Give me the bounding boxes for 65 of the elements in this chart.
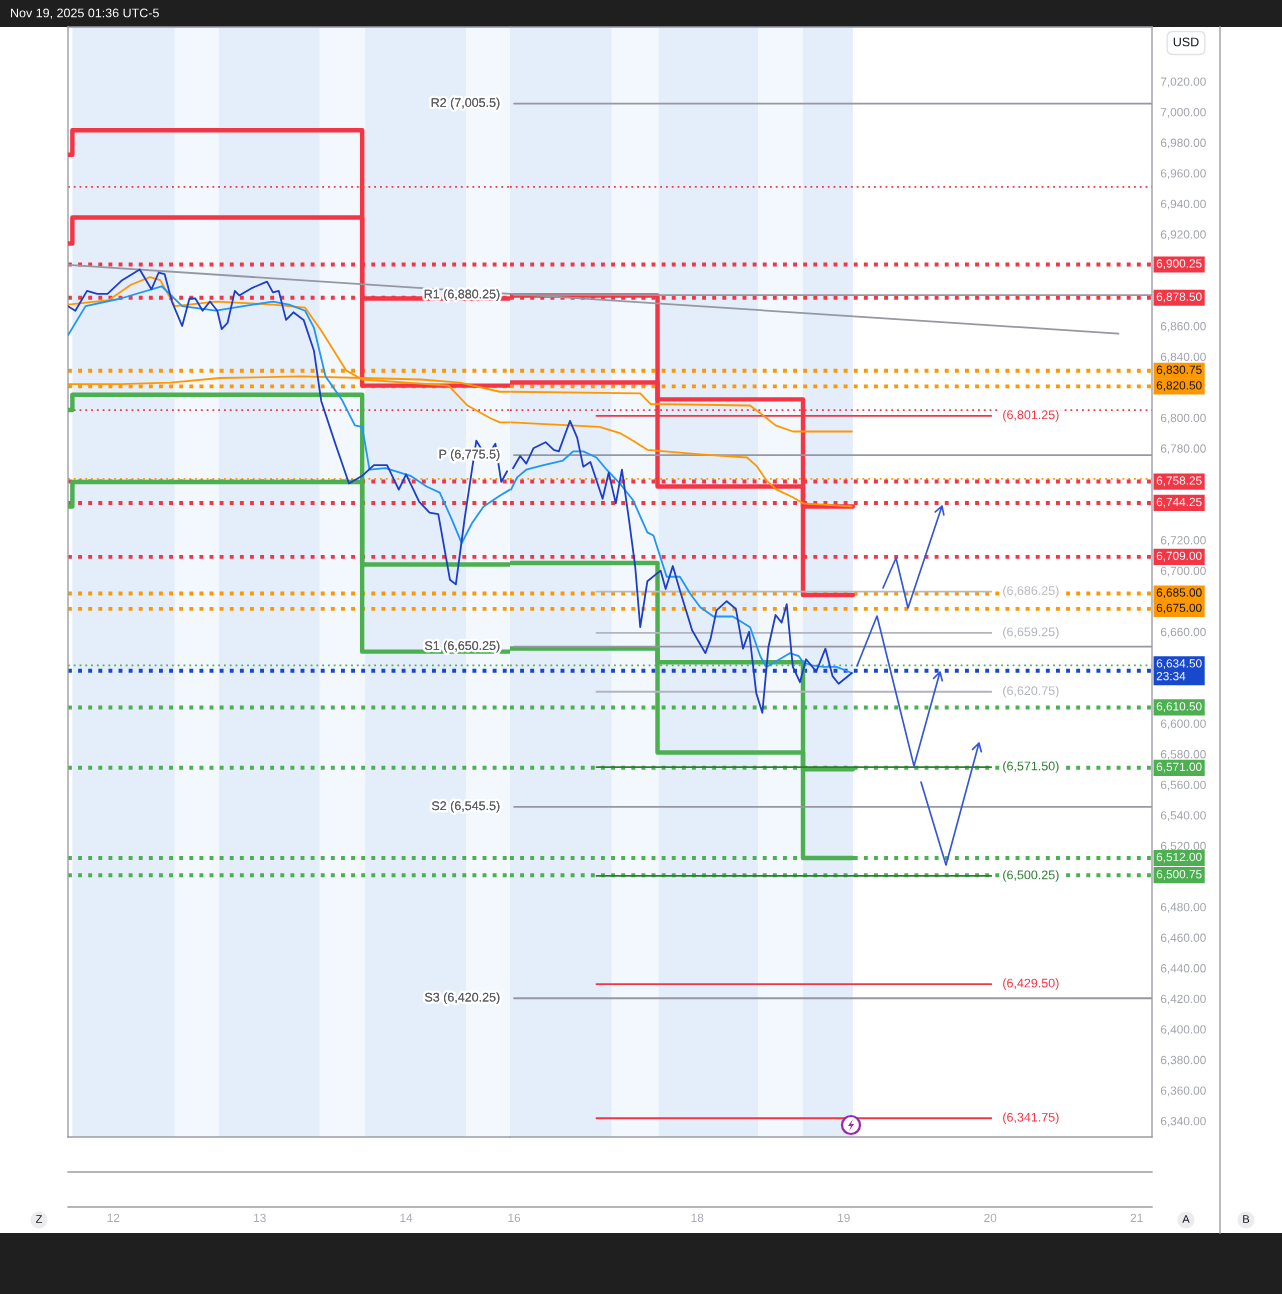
y-tick-label: 6,660.00	[1160, 627, 1206, 638]
x-tick-label: 18	[691, 1213, 704, 1223]
y-tick-label: 6,720.00	[1160, 536, 1206, 546]
y-tick-label: 6,920.00	[1160, 230, 1206, 241]
x-tick-label: 21	[1130, 1213, 1143, 1222]
y-tick-label: 7,020.00	[1160, 77, 1206, 88]
ref-line-label: 6,830.75	[1156, 365, 1202, 376]
x-tick-label: 19	[838, 1213, 850, 1223]
y-tick-label: 6,440.00	[1160, 964, 1206, 974]
x-tick-label: 20	[984, 1213, 997, 1223]
y-tick-label: 6,980.00	[1160, 138, 1206, 149]
y-tick-label: 6,400.00	[1160, 1025, 1206, 1036]
text: Nov 19, 2025 01:36 UTC-5	[11, 8, 159, 19]
y-tick-label: 6,380.00	[1160, 1055, 1206, 1066]
series-label: S3 (6,420.25)	[425, 992, 500, 1005]
y-axis-title: USD	[1173, 37, 1199, 47]
ref-line-label: 6,512.00	[1156, 852, 1202, 863]
y-tick-label: 7,000.00	[1160, 108, 1206, 118]
ref-line-label: 6,610.50	[1156, 702, 1202, 712]
y-tick-label: 6,840.00	[1160, 352, 1206, 363]
series-label: (6,429.50)	[1003, 978, 1059, 990]
series-label: (6,659.25)	[1003, 627, 1059, 639]
series-label: (6,571.50)	[1003, 761, 1059, 773]
y-tick-label: 6,460.00	[1160, 933, 1206, 944]
y-tick-label: 6,800.00	[1160, 413, 1206, 424]
ref-line-label: 6,500.75	[1156, 870, 1202, 880]
y-tick-label: 6,580.00	[1160, 750, 1206, 760]
series-label: (6,801.25)	[1003, 410, 1059, 422]
text: A	[1182, 1215, 1190, 1223]
text: Z	[35, 1215, 43, 1223]
y-tick-label: 6,540.00	[1160, 811, 1206, 821]
ref-line-label: 6,634.50 23:34	[1156, 659, 1202, 681]
y-tick-label: 6,560.00	[1160, 780, 1206, 791]
y-tick-label: 6,600.00	[1160, 719, 1206, 730]
x-tick-label: 12	[107, 1213, 120, 1222]
series-label: S1 (6,650.25)	[425, 640, 500, 653]
x-tick-label: 13	[254, 1213, 266, 1223]
y-tick-label: 6,960.00	[1160, 169, 1206, 179]
ref-line-label: 6,758.25	[1156, 476, 1202, 487]
series-label: (6,341.75)	[1003, 1112, 1059, 1125]
y-tick-label: 6,860.00	[1160, 322, 1206, 332]
series-label: R2 (7,005.5)	[431, 97, 500, 110]
series-label: S2 (6,545.5)	[431, 800, 500, 813]
y-tick-label: 6,700.00	[1160, 566, 1206, 577]
ref-line-label: 6,571.00	[1156, 762, 1202, 773]
ref-line-label: 6,878.50	[1156, 292, 1202, 303]
ref-line-label: 6,744.25	[1156, 497, 1202, 508]
y-tick-label: 6,480.00	[1160, 902, 1206, 913]
ref-line-label: 6,675.00	[1156, 603, 1202, 614]
ref-line-label: 6,900.25	[1156, 259, 1202, 270]
x-tick-label: 14	[400, 1213, 413, 1222]
y-tick-label: 6,340.00	[1160, 1116, 1206, 1127]
y-tick-label: 6,780.00	[1160, 444, 1206, 455]
y-tick-label: 6,520.00	[1160, 841, 1206, 852]
ref-line-label: 6,685.00	[1156, 588, 1202, 599]
y-tick-label: 6,360.00	[1160, 1086, 1206, 1097]
x-tick-label: 16	[508, 1213, 521, 1223]
ref-line-label: 6,820.50	[1156, 381, 1202, 391]
series-label: (6,500.25)	[1003, 870, 1059, 882]
text: B	[1243, 1215, 1250, 1223]
y-tick-label: 6,940.00	[1160, 199, 1206, 210]
series-label: (6,686.25)	[1003, 585, 1059, 598]
series-label: (6,620.75)	[1003, 685, 1059, 698]
ref-line-label: 6,709.00	[1156, 551, 1202, 562]
y-tick-label: 6,420.00	[1160, 994, 1206, 1005]
